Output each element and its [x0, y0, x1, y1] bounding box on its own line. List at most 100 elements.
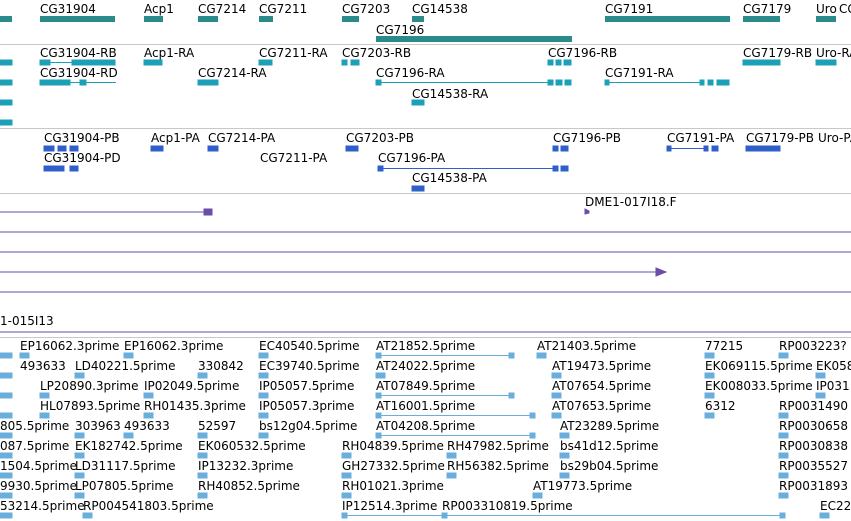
- est-glyph[interactable]: [779, 512, 786, 519]
- est-glyph[interactable]: [82, 512, 93, 519]
- est-glyph[interactable]: [74, 492, 85, 499]
- est-label[interactable]: 52597: [198, 419, 237, 433]
- gene-glyph[interactable]: [743, 16, 780, 22]
- est-glyph[interactable]: [0, 432, 13, 439]
- est-glyph[interactable]: [536, 352, 547, 359]
- est-label[interactable]: LP20890.3prime: [40, 379, 139, 393]
- gene-glyph[interactable]: [412, 16, 424, 22]
- est-glyph[interactable]: [39, 392, 50, 399]
- est-label[interactable]: 303963: [75, 419, 121, 433]
- est-label[interactable]: AT24022.5prime: [376, 359, 476, 373]
- est-label[interactable]: IP12514.3prime: [342, 499, 438, 513]
- transcript-glyph[interactable]: [815, 59, 837, 66]
- est-label[interactable]: RP0030838: [779, 439, 849, 453]
- est-label[interactable]: 9930.5prime: [0, 479, 77, 493]
- est-label[interactable]: IP031: [816, 379, 850, 393]
- est-label[interactable]: RH40852.5prime: [198, 479, 300, 493]
- est-label[interactable]: RH56382.5prime: [447, 459, 549, 473]
- est-glyph[interactable]: [559, 452, 570, 459]
- est-glyph[interactable]: [0, 492, 13, 499]
- gene-glyph[interactable]: [198, 16, 218, 22]
- est-label[interactable]: RH04839.5prime: [342, 439, 444, 453]
- protein-glyph[interactable]: [43, 165, 65, 172]
- transcript-label[interactable]: CG31904-RD: [40, 66, 118, 80]
- transcript-glyph[interactable]: [0, 59, 13, 66]
- est-label[interactable]: AT23289.5prime: [560, 419, 660, 433]
- est-label[interactable]: AT19473.5prime: [552, 359, 652, 373]
- est-glyph[interactable]: [559, 472, 570, 479]
- protein-label[interactable]: CG7211-PA: [260, 151, 328, 165]
- transcript-glyph[interactable]: [0, 99, 13, 106]
- est-glyph[interactable]: [74, 372, 85, 379]
- est-glyph[interactable]: [704, 372, 715, 379]
- protein-glyph[interactable]: [666, 145, 672, 152]
- est-label[interactable]: EK069115.5prime: [705, 359, 813, 373]
- est-label[interactable]: 493633: [124, 419, 170, 433]
- est-label[interactable]: RP004541803.5prime: [83, 499, 214, 513]
- est-glyph[interactable]: [375, 352, 382, 359]
- transcript-label[interactable]: Acp1-RA: [144, 46, 195, 60]
- est-label[interactable]: bs41d12.5prime: [560, 439, 659, 453]
- gene-glyph[interactable]: [342, 16, 359, 22]
- est-glyph[interactable]: [341, 512, 348, 519]
- transcript-label[interactable]: CG7211-RA: [259, 46, 328, 60]
- est-glyph[interactable]: [529, 432, 536, 439]
- est-label[interactable]: 330842: [198, 359, 244, 373]
- est-label[interactable]: RH01021.3prime: [342, 479, 444, 493]
- transcript-glyph[interactable]: [555, 79, 563, 86]
- est-glyph[interactable]: [258, 412, 269, 419]
- est-glyph[interactable]: [375, 372, 386, 379]
- transcript-label[interactable]: CG7196-RA: [376, 66, 445, 80]
- protein-glyph[interactable]: [560, 145, 569, 152]
- est-glyph[interactable]: [778, 472, 789, 479]
- est-glyph[interactable]: [375, 432, 382, 439]
- est-glyph[interactable]: [74, 432, 85, 439]
- protein-label[interactable]: CG7196-PA: [378, 151, 446, 165]
- est-glyph[interactable]: [341, 492, 352, 499]
- est-label[interactable]: 77215: [705, 339, 744, 353]
- transcript-glyph[interactable]: [547, 59, 554, 66]
- est-label[interactable]: AT04208.5prime: [376, 419, 476, 433]
- est-label[interactable]: 493633: [20, 359, 66, 373]
- est-glyph[interactable]: [341, 472, 352, 479]
- est-glyph[interactable]: [551, 392, 562, 399]
- protein-label[interactable]: CG14538-PA: [412, 171, 487, 185]
- est-glyph[interactable]: [532, 492, 543, 499]
- transcript-glyph[interactable]: [39, 79, 71, 86]
- protein-glyph[interactable]: [207, 145, 219, 152]
- est-label[interactable]: 6312: [705, 399, 736, 413]
- transcript-glyph[interactable]: [39, 59, 51, 66]
- est-glyph[interactable]: [143, 392, 154, 399]
- est-glyph[interactable]: [815, 392, 826, 399]
- est-glyph[interactable]: [0, 452, 13, 459]
- est-glyph[interactable]: [551, 412, 562, 419]
- est-glyph[interactable]: [197, 432, 208, 439]
- est-glyph[interactable]: [123, 432, 134, 439]
- gene-label[interactable]: Acp1: [144, 2, 174, 16]
- gene-label[interactable]: CG7214: [198, 2, 247, 16]
- est-label[interactable]: EK058: [816, 359, 851, 373]
- gene-label[interactable]: CG31904: [40, 2, 96, 16]
- est-label[interactable]: LD40221.5prime: [75, 359, 176, 373]
- est-glyph[interactable]: [0, 372, 13, 379]
- transcript-glyph[interactable]: [411, 99, 425, 106]
- transcript-glyph[interactable]: [341, 59, 348, 66]
- transcript-label[interactable]: CG7203-RB: [342, 46, 412, 60]
- est-glyph[interactable]: [74, 472, 85, 479]
- transcript-label[interactable]: CG31904-RB: [40, 46, 117, 60]
- est-label[interactable]: RP0031490: [779, 399, 849, 413]
- est-label[interactable]: 53214.5prime: [0, 499, 85, 513]
- est-glyph[interactable]: [197, 472, 208, 479]
- est-label[interactable]: GH27332.5prime: [342, 459, 445, 473]
- protein-glyph[interactable]: [560, 165, 569, 172]
- est-glyph[interactable]: [375, 392, 382, 399]
- est-glyph[interactable]: [123, 352, 134, 359]
- est-glyph[interactable]: [197, 372, 208, 379]
- est-label[interactable]: EC40540.5prime: [259, 339, 360, 353]
- transcript-label[interactable]: CG14538-RA: [412, 87, 489, 101]
- est-glyph[interactable]: [0, 392, 13, 399]
- transcript-label[interactable]: CG7191-RA: [605, 66, 674, 80]
- est-label[interactable]: EK008033.5prime: [705, 379, 813, 393]
- transcript-label[interactable]: CG7214-RA: [198, 66, 267, 80]
- protein-glyph[interactable]: [57, 145, 67, 152]
